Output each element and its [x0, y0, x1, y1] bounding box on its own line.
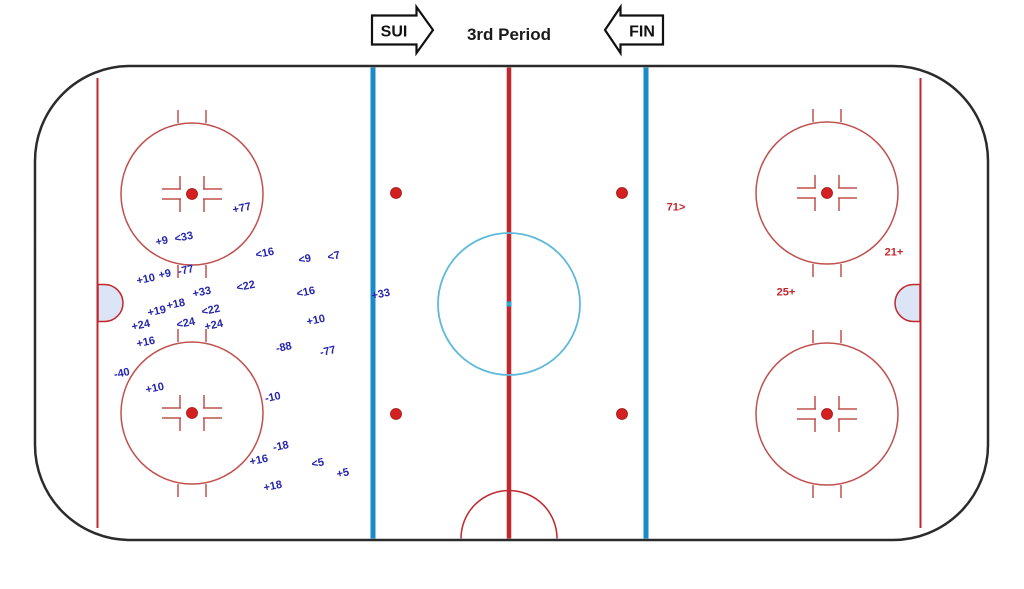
- sui-event-label: +5: [335, 466, 351, 481]
- center-circle: [437, 232, 581, 376]
- sui-event-label: +16: [248, 452, 270, 469]
- sui-event-label: +9: [154, 234, 170, 249]
- fin-event-label: 21+: [884, 246, 904, 259]
- sui-event-label: <9: [297, 252, 313, 267]
- fin-event-label: 71>: [666, 201, 686, 214]
- sui-event-label: +10: [305, 312, 327, 329]
- neutral-dot-top-right: [616, 187, 628, 199]
- neutral-dot-top-left: [390, 187, 402, 199]
- sui-event-label: -88: [274, 339, 293, 356]
- sui-event-label: +24: [130, 317, 152, 334]
- sui-event-label: +33: [370, 286, 392, 303]
- sui-event-label: +19: [146, 303, 168, 320]
- sui-event-label: <7: [326, 249, 342, 264]
- sui-event-label: <22: [235, 278, 257, 295]
- sui-arrow-shape: [370, 3, 435, 57]
- sui-event-label: -40: [112, 365, 131, 382]
- fin-direction-arrow: FIN: [603, 3, 665, 57]
- sui-event-label: +18: [165, 296, 187, 313]
- sui-arrow-label: SUI: [381, 24, 408, 41]
- sui-event-label: <16: [254, 245, 276, 262]
- sui-event-label: +10: [144, 380, 166, 397]
- sui-event-label: <16: [295, 284, 317, 301]
- sui-event-label: +77: [231, 200, 253, 217]
- sui-event-label: +33: [191, 284, 213, 301]
- sui-event-label: +18: [262, 478, 284, 495]
- fin-arrow-shape: [603, 3, 665, 57]
- neutral-dot-bottom-left: [390, 408, 402, 420]
- referee-crease: [460, 489, 558, 539]
- sui-event-label: <5: [310, 456, 326, 471]
- center-ice-dot: [506, 301, 512, 307]
- sui-event-label: <24: [175, 315, 197, 332]
- neutral-zone-dots: [390, 187, 628, 420]
- fin-arrow-label: FIN: [629, 24, 655, 41]
- sui-event-label: -77: [176, 262, 195, 279]
- neutral-dot-bottom-right: [616, 408, 628, 420]
- period-label: 3rd Period: [467, 25, 551, 44]
- sui-event-label: -10: [263, 389, 282, 406]
- goal-crease-right: [894, 283, 921, 323]
- sui-event-label: <22: [200, 302, 222, 319]
- rink-boards: [33, 64, 990, 542]
- sui-direction-arrow: SUI: [370, 3, 435, 57]
- sui-event-label: -18: [271, 438, 290, 455]
- sui-event-label: -77: [318, 343, 337, 360]
- sui-event-label: +24: [203, 317, 225, 334]
- sui-event-label: +16: [135, 334, 157, 351]
- sui-event-label: +10: [135, 271, 157, 288]
- sui-event-label: <33: [173, 229, 195, 246]
- goal-crease-left: [97, 283, 124, 323]
- sui-event-label: +9: [157, 267, 173, 282]
- fin-event-label: 25+: [776, 286, 796, 299]
